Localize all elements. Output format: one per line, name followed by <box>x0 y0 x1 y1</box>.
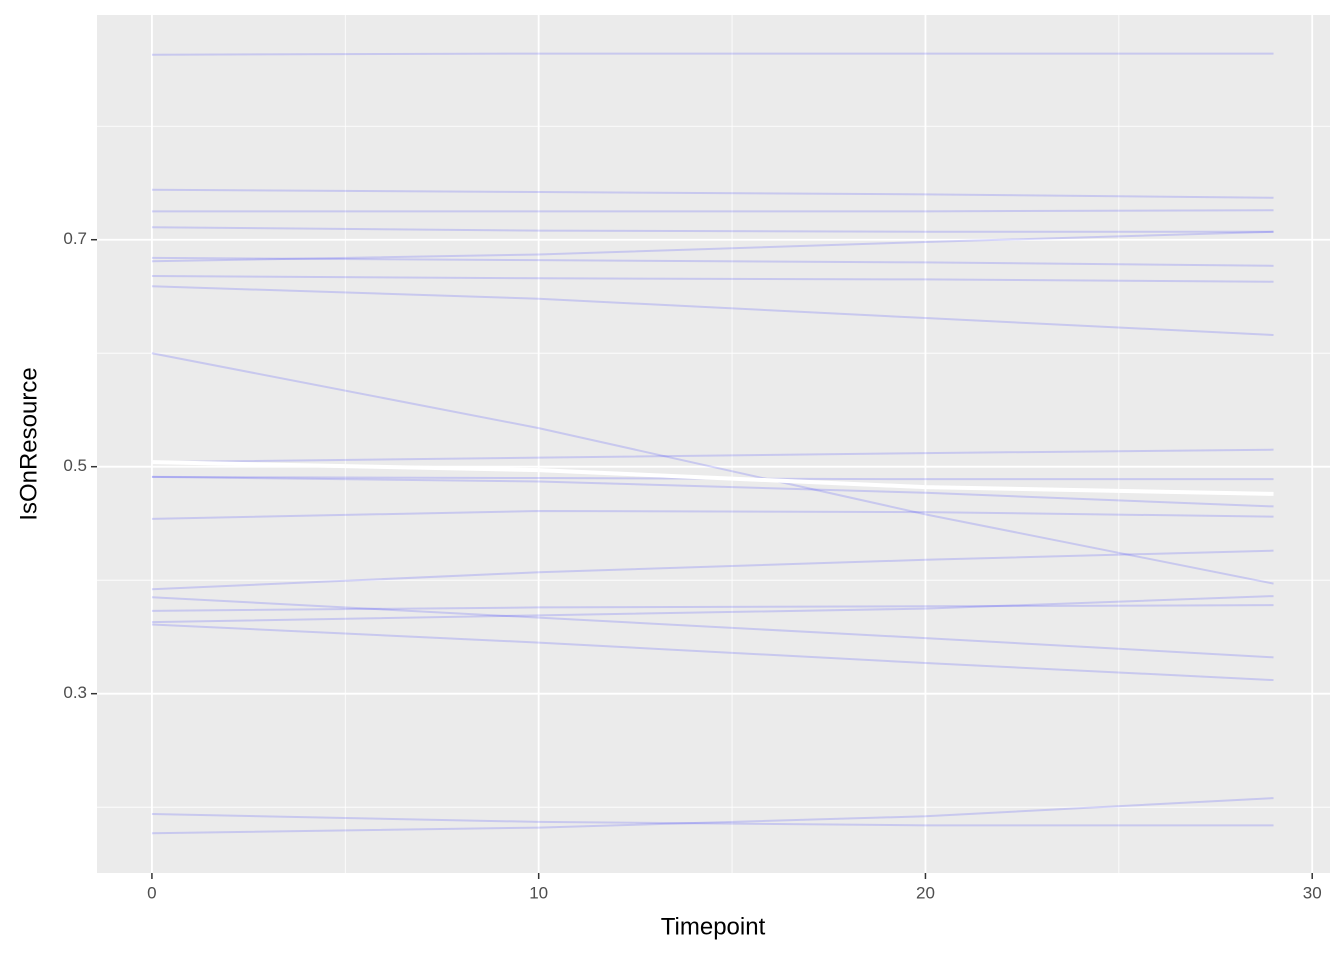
series-line <box>151 226 1274 233</box>
series-line <box>151 230 1274 263</box>
series-line <box>151 352 1274 585</box>
series-line <box>151 285 1274 337</box>
series-line <box>151 812 1274 827</box>
series-line <box>151 209 1274 213</box>
x-axis-title: Timepoint <box>661 913 766 940</box>
y-axis-title: IsOnResource <box>15 367 42 520</box>
series-line <box>151 596 1274 659</box>
y-tick-label: 0.7 <box>63 229 87 248</box>
panel <box>97 15 1330 873</box>
series-line <box>151 595 1274 624</box>
series-line <box>151 448 1274 464</box>
series-line <box>151 460 1274 496</box>
series-line <box>151 604 1274 612</box>
x-tick-label: 20 <box>916 883 935 902</box>
series-line <box>151 256 1274 267</box>
series-line <box>151 623 1274 682</box>
series-line <box>151 275 1274 283</box>
y-tick-label: 0.5 <box>63 456 87 475</box>
x-tick-label: 30 <box>1303 883 1322 902</box>
series-line <box>151 549 1274 591</box>
series-line <box>151 188 1274 199</box>
series-line <box>151 52 1274 56</box>
x-tick-label: 10 <box>529 883 548 902</box>
y-tick-label: 0.3 <box>63 683 87 702</box>
series-line <box>151 509 1274 520</box>
x-tick-label: 0 <box>147 883 156 902</box>
series-line <box>151 475 1274 508</box>
series-line <box>151 797 1274 835</box>
